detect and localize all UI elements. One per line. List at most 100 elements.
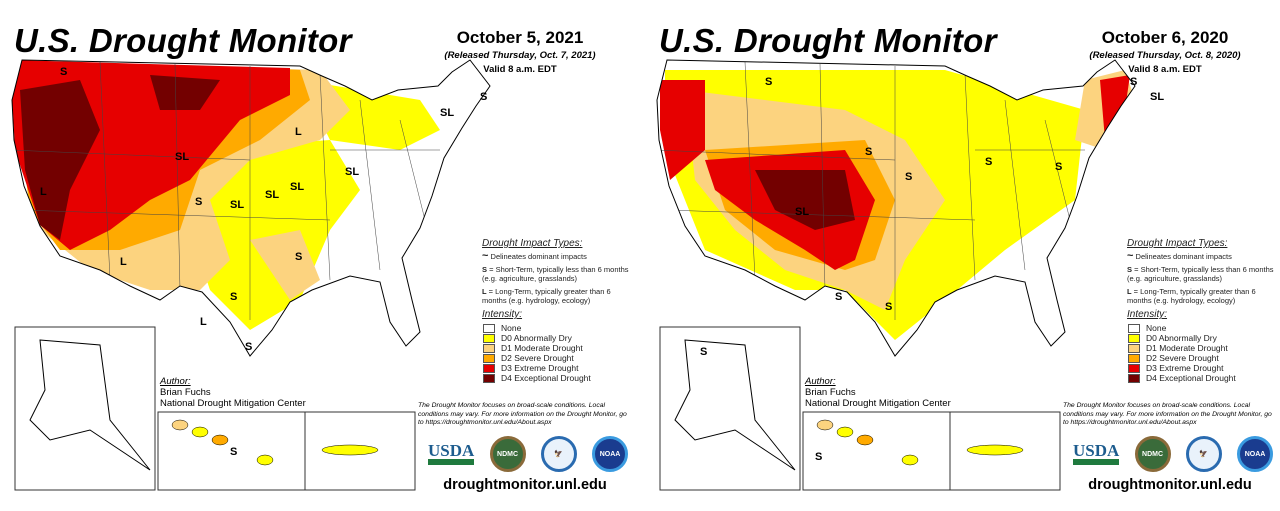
state-border <box>99 61 111 281</box>
alaska-shape <box>29 339 151 471</box>
legend-label: D1 Moderate Drought <box>1146 343 1228 353</box>
legend-swatch <box>483 334 495 344</box>
author-name: Brian Fuchs <box>160 387 211 398</box>
ndmc-logo: NDMC <box>489 436 526 472</box>
legend-item-d4: D4 Exceptional Drought <box>483 373 634 384</box>
impact-label: S <box>700 346 707 358</box>
website-url[interactable]: droughtmonitor.unl.edu <box>1088 477 1252 493</box>
legend-label: D4 Exceptional Drought <box>501 373 591 383</box>
author-org: National Drought Mitigation Center <box>160 398 306 409</box>
doc-seal-logo: 🦅 <box>1185 436 1222 472</box>
legend-item-d3: D3 Extreme Drought <box>1128 363 1279 374</box>
legend-swatch <box>1128 364 1140 374</box>
legend-label: D1 Moderate Drought <box>501 343 583 353</box>
release-date: (Released Thursday, Oct. 8, 2020) <box>1089 50 1241 61</box>
impact-label: SL <box>175 151 189 163</box>
boundary-line-icon: ~ <box>1127 250 1134 262</box>
island-shape <box>816 419 834 431</box>
impact-label: L <box>40 186 47 198</box>
legend-label: None <box>501 323 522 333</box>
legend-swatch <box>1128 324 1140 334</box>
legend-label: D0 Abnormally Dry <box>1146 333 1217 343</box>
island-shape <box>256 454 274 466</box>
legend-label: None <box>1146 323 1167 333</box>
island-shape <box>171 419 189 431</box>
legend-item-d3: D3 Extreme Drought <box>483 363 634 374</box>
author-block: Author: Brian Fuchs National Drought Mit… <box>805 376 951 409</box>
island-shape <box>856 434 874 446</box>
legend: Drought Impact Types: ~ Delineates domin… <box>482 238 634 384</box>
usda-logo: USDA <box>428 442 475 465</box>
impact-label: S <box>835 291 842 303</box>
impact-label: L <box>120 256 127 268</box>
legend-swatch <box>1128 354 1140 364</box>
website-url[interactable]: droughtmonitor.unl.edu <box>443 477 607 493</box>
noaa-logo: NOAA <box>592 436 628 472</box>
drought-area-d4 <box>20 80 100 240</box>
state-border <box>819 63 826 291</box>
state-border <box>664 209 976 221</box>
short-term-key: S <box>482 265 488 274</box>
legend-label: D4 Exceptional Drought <box>1146 373 1236 383</box>
author-block: Author: Brian Fuchs National Drought Mit… <box>160 376 306 409</box>
legend-label: D0 Abnormally Dry <box>501 333 572 343</box>
island-shape <box>321 444 379 456</box>
drought-area-d1 <box>250 230 320 300</box>
author-label: Author: <box>805 376 836 387</box>
legend-swatch <box>483 374 495 384</box>
author-label: Author: <box>160 376 191 387</box>
impact-label: S <box>985 156 992 168</box>
state-border <box>964 73 976 281</box>
state-border <box>744 61 756 281</box>
intensity-heading: Intensity: <box>1127 309 1168 320</box>
island-shape <box>836 426 854 438</box>
impact-label: L <box>295 126 302 138</box>
alaska-shape <box>674 339 796 471</box>
drought-area-d3 <box>660 80 705 180</box>
legend-item-d0: D0 Abnormally Dry <box>483 333 634 344</box>
drought-map-2020: S SL S S SL S S S S S S S U.S. Drought Monitor Octo… <box>645 0 1280 511</box>
impact-label: SL <box>1150 91 1164 103</box>
impact-label: S <box>230 291 237 303</box>
impact-types-heading: Drought Impact Types: <box>482 238 583 249</box>
impact-label: S <box>245 341 252 353</box>
delineates-text: Delineates dominant impacts <box>1135 252 1232 261</box>
drought-area-d4 <box>150 75 220 110</box>
intensity-heading: Intensity: <box>482 309 523 320</box>
impact-label: S <box>865 146 872 158</box>
state-border <box>12 149 251 161</box>
drought-area-d0 <box>180 140 360 330</box>
release-date: (Released Thursday, Oct. 7, 2021) <box>444 50 596 61</box>
drought-area-d3 <box>1100 75 1130 140</box>
legend-label: D3 Extreme Drought <box>1146 363 1224 373</box>
map-title: U.S. Drought Monitor <box>14 22 352 59</box>
legend-item-d0: D0 Abnormally Dry <box>1128 333 1279 344</box>
legend-swatch <box>483 354 495 364</box>
impact-label: SL <box>230 199 244 211</box>
impact-label: SL <box>345 166 359 178</box>
map-date: October 6, 2020 <box>1101 28 1229 47</box>
boundary-line-icon: ~ <box>482 250 489 262</box>
legend-swatch <box>483 344 495 354</box>
logos: USDA NDMC 🦅 NOAA <box>1073 436 1273 472</box>
state-border <box>319 73 331 281</box>
map-title: U.S. Drought Monitor <box>659 22 997 59</box>
impact-label: S <box>905 171 912 183</box>
author-name: Brian Fuchs <box>805 387 856 398</box>
long-term-text: = Long-Term, typically greater than 6 mo… <box>482 287 611 305</box>
state-border <box>174 63 181 291</box>
impact-types-heading: Drought Impact Types: <box>1127 238 1228 249</box>
island-shape <box>901 454 919 466</box>
impact-label: S <box>765 76 772 88</box>
valid-time: Valid 8 a.m. EDT <box>1128 64 1202 75</box>
legend-item-d1: D1 Moderate Drought <box>483 343 634 354</box>
impact-label: S <box>230 446 237 458</box>
impact-label: S <box>1130 76 1137 88</box>
impact-label: S <box>480 91 487 103</box>
legend-item-d1: D1 Moderate Drought <box>1128 343 1279 354</box>
legend-item-d2: D2 Severe Drought <box>483 353 634 364</box>
legend-label: D3 Extreme Drought <box>501 363 579 373</box>
legend-swatch <box>1128 334 1140 344</box>
